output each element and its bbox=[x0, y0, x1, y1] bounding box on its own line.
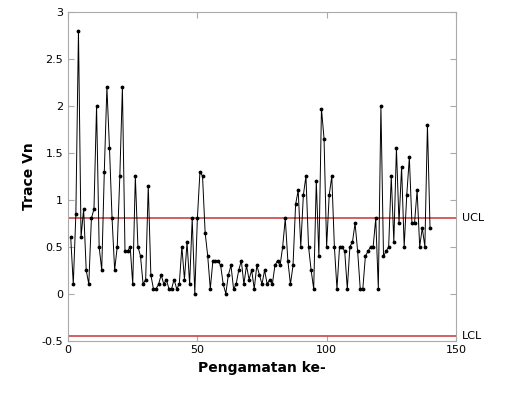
Text: UCL: UCL bbox=[462, 213, 484, 223]
Text: LCL: LCL bbox=[462, 331, 482, 341]
X-axis label: Pengamatan ke-: Pengamatan ke- bbox=[198, 361, 326, 375]
Y-axis label: Trace Vn: Trace Vn bbox=[22, 142, 36, 210]
